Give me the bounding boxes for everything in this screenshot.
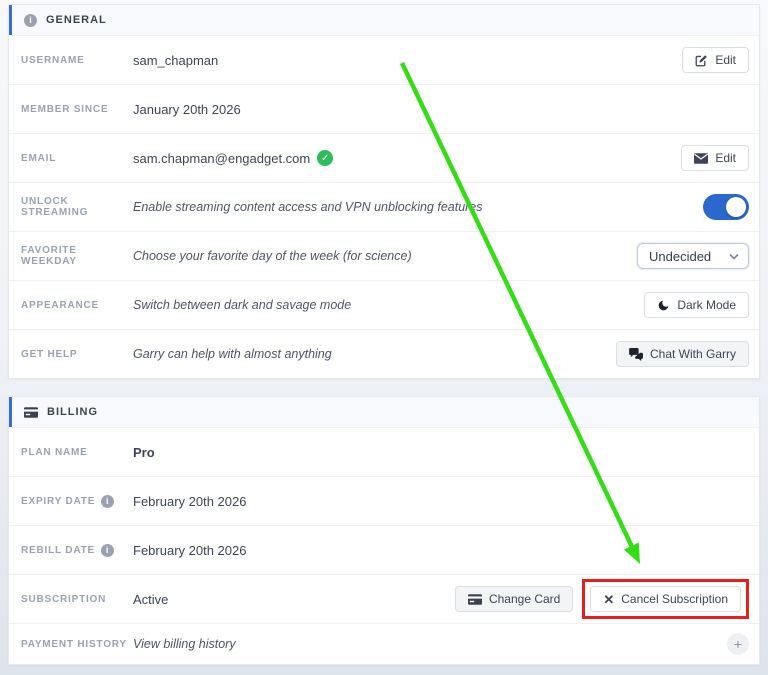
username-value: sam_chapman [133, 52, 219, 68]
email-value: sam.chapman@engadget.com ✓ [133, 150, 334, 166]
change-card-button[interactable]: Change Card [454, 586, 574, 612]
row-favorite-weekday: FAVORITE WEEKDAY Choose your favorite da… [9, 231, 759, 280]
verified-check-icon: ✓ [317, 150, 334, 166]
info-icon[interactable]: i [101, 543, 114, 557]
username-label: USERNAME [21, 54, 85, 66]
billing-section-header: BILLING [9, 397, 759, 427]
chat-with-garry-button[interactable]: Chat With Garry [615, 341, 749, 367]
chevron-down-icon [729, 253, 739, 260]
row-rebill-date: REBILL DATE i February 20th 2026 [9, 525, 759, 574]
get-help-label: GET HELP [21, 348, 78, 360]
appearance-label: APPEARANCE [21, 299, 100, 311]
subscription-status-value: Active [133, 591, 169, 607]
edit-button-label: Edit [715, 53, 736, 67]
selected-option-label: Undecided [649, 248, 712, 264]
row-expiry-date: EXPIRY DATE i February 20th 2026 [9, 476, 759, 525]
favorite-weekday-label: FAVORITE WEEKDAY [21, 245, 77, 267]
row-payment-history: PAYMENT HISTORY View billing history + [9, 623, 759, 664]
expiry-date-value: February 20th 2026 [133, 493, 247, 509]
general-section-header: i GENERAL [9, 5, 759, 35]
dark-mode-button-label: Dark Mode [677, 298, 736, 312]
payment-history-value[interactable]: View billing history [133, 637, 236, 651]
red-highlight-box: ✕ Cancel Subscription [582, 579, 749, 619]
subscription-label: SUBSCRIPTION [21, 593, 107, 605]
info-icon[interactable]: i [101, 494, 115, 508]
billing-section: BILLING PLAN NAME Pro EXPIRY DATE i Febr… [8, 396, 760, 665]
moon-icon [658, 300, 669, 310]
plan-name-label: PLAN NAME [21, 446, 88, 458]
appearance-description: Switch between dark and savage mode [133, 298, 352, 312]
row-email: EMAIL sam.chapman@engadget.com ✓ Edit [9, 133, 759, 182]
toggle-knob [726, 197, 746, 217]
envelope-icon [694, 152, 709, 164]
row-unlock-streaming: UNLOCK STREAMING Enable streaming conten… [9, 182, 759, 231]
expiry-date-label: EXPIRY DATE i [21, 494, 133, 508]
unlock-streaming-toggle[interactable] [703, 194, 749, 220]
favorite-weekday-description: Choose your favorite day of the week (fo… [133, 249, 412, 263]
expiry-date-label-text: EXPIRY DATE [21, 495, 96, 507]
get-help-description: Garry can help with almost anything [133, 347, 332, 361]
rebill-date-value: February 20th 2026 [133, 542, 247, 558]
unlock-streaming-description: Enable streaming content access and VPN … [133, 200, 483, 214]
credit-card-icon [24, 406, 38, 418]
rebill-date-label-text: REBILL DATE [21, 544, 95, 556]
credit-card-icon [467, 593, 482, 605]
section-title-billing: BILLING [47, 406, 98, 418]
row-subscription: SUBSCRIPTION Active Change Card ✕ Cancel… [9, 574, 759, 623]
chat-bubbles-icon [629, 347, 643, 361]
general-section: i GENERAL USERNAME sam_chapman Edit MEMB… [8, 4, 760, 379]
row-plan-name: PLAN NAME Pro [9, 427, 759, 476]
row-member-since: MEMBER SINCE January 20th 2026 [9, 84, 759, 133]
plan-name-value: Pro [133, 444, 155, 460]
edit-username-button[interactable]: Edit [682, 47, 749, 73]
chat-with-garry-button-label: Chat With Garry [649, 347, 736, 361]
email-address: sam.chapman@engadget.com [133, 150, 311, 166]
row-appearance: APPEARANCE Switch between dark and savag… [9, 280, 759, 329]
rebill-date-label: REBILL DATE i [21, 543, 133, 557]
member-since-label: MEMBER SINCE [21, 103, 109, 115]
info-icon: i [24, 13, 37, 27]
cancel-subscription-button[interactable]: ✕ Cancel Subscription [590, 586, 741, 612]
dark-mode-button[interactable]: Dark Mode [644, 292, 749, 318]
section-title-general: GENERAL [46, 14, 107, 26]
row-get-help: GET HELP Garry can help with almost anyt… [9, 329, 759, 378]
x-icon: ✕ [603, 591, 615, 607]
edit-button-label: Edit [715, 151, 736, 165]
cancel-subscription-button-label: Cancel Subscription [621, 592, 728, 606]
edit-pencil-icon [695, 54, 708, 66]
member-since-value: January 20th 2026 [133, 101, 241, 117]
change-card-button-label: Change Card [488, 592, 561, 606]
row-username: USERNAME sam_chapman Edit [9, 35, 759, 84]
edit-email-button[interactable]: Edit [681, 145, 749, 171]
favorite-weekday-select[interactable]: Undecided [637, 243, 749, 269]
payment-history-label: PAYMENT HISTORY [21, 638, 127, 650]
unlock-streaming-label: UNLOCK STREAMING [21, 196, 89, 218]
email-label: EMAIL [21, 152, 57, 164]
expand-payment-history-button[interactable]: + [727, 633, 749, 655]
